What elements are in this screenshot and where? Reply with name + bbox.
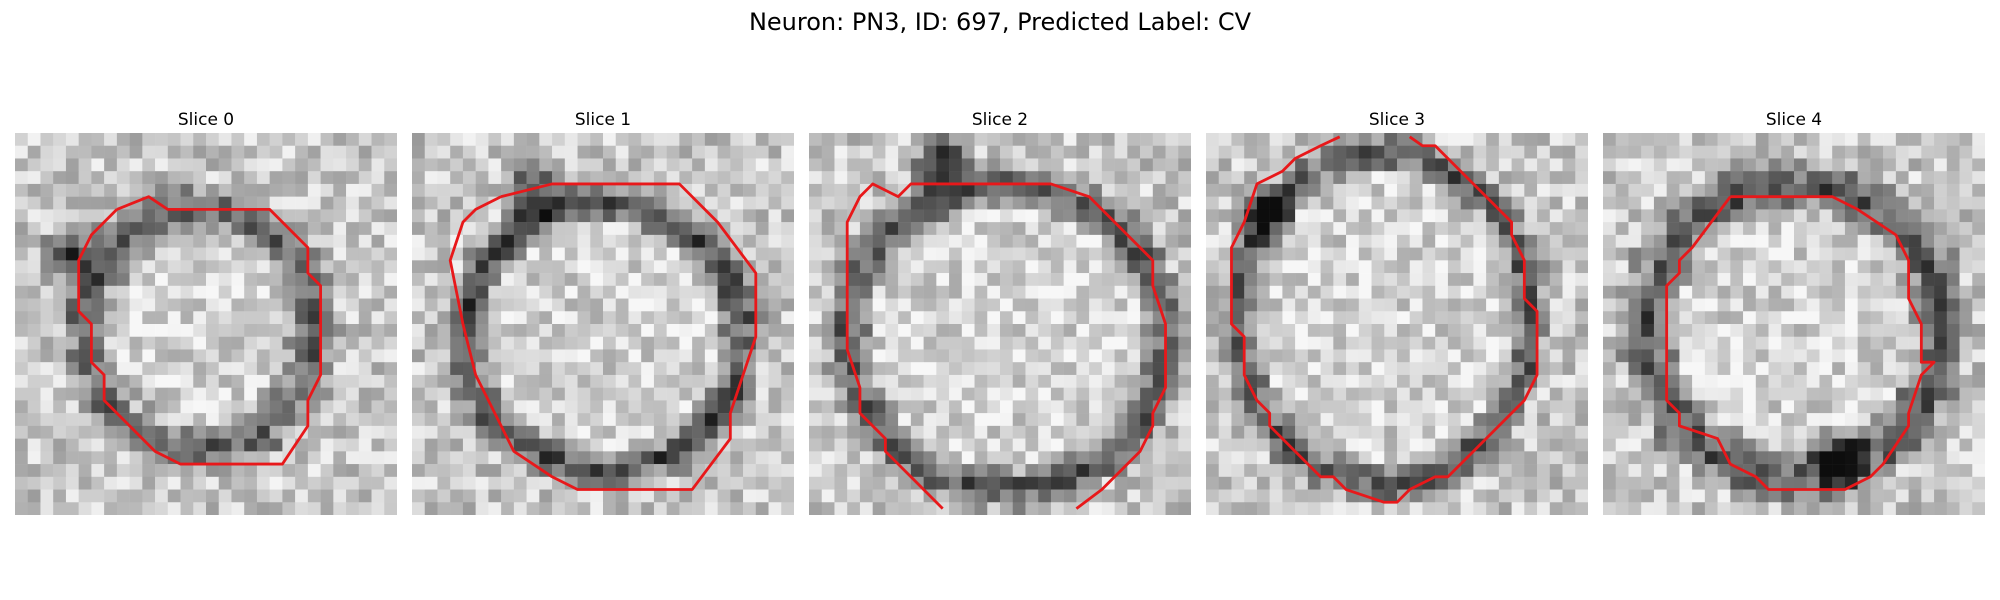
contour-line	[845, 182, 1167, 510]
slice-image-1	[412, 133, 794, 515]
slice-panel-0: Slice 0	[15, 110, 397, 515]
slice-image-4	[1603, 133, 1985, 515]
contour-line	[1665, 195, 1936, 491]
slice-title-3: Slice 3	[1368, 110, 1426, 130]
contour-line	[1230, 135, 1539, 504]
slice-panel-4: Slice 4	[1603, 110, 1985, 515]
slice-title-0: Slice 0	[177, 110, 235, 130]
figure-title: Neuron: PN3, ID: 697, Predicted Label: C…	[748, 8, 1252, 36]
slice-panel-1: Slice 1	[412, 110, 794, 515]
contour-line	[77, 195, 323, 466]
slice-title-1: Slice 1	[574, 110, 632, 130]
slice-image-0	[15, 133, 397, 515]
slice-panel-3: Slice 3	[1206, 110, 1588, 515]
slice-image-2	[809, 133, 1191, 515]
slice-panel-2: Slice 2	[809, 110, 1191, 515]
contour-line	[448, 182, 758, 491]
slice-title-2: Slice 2	[971, 110, 1029, 130]
slice-image-3	[1206, 133, 1588, 515]
slice-title-4: Slice 4	[1765, 110, 1823, 130]
